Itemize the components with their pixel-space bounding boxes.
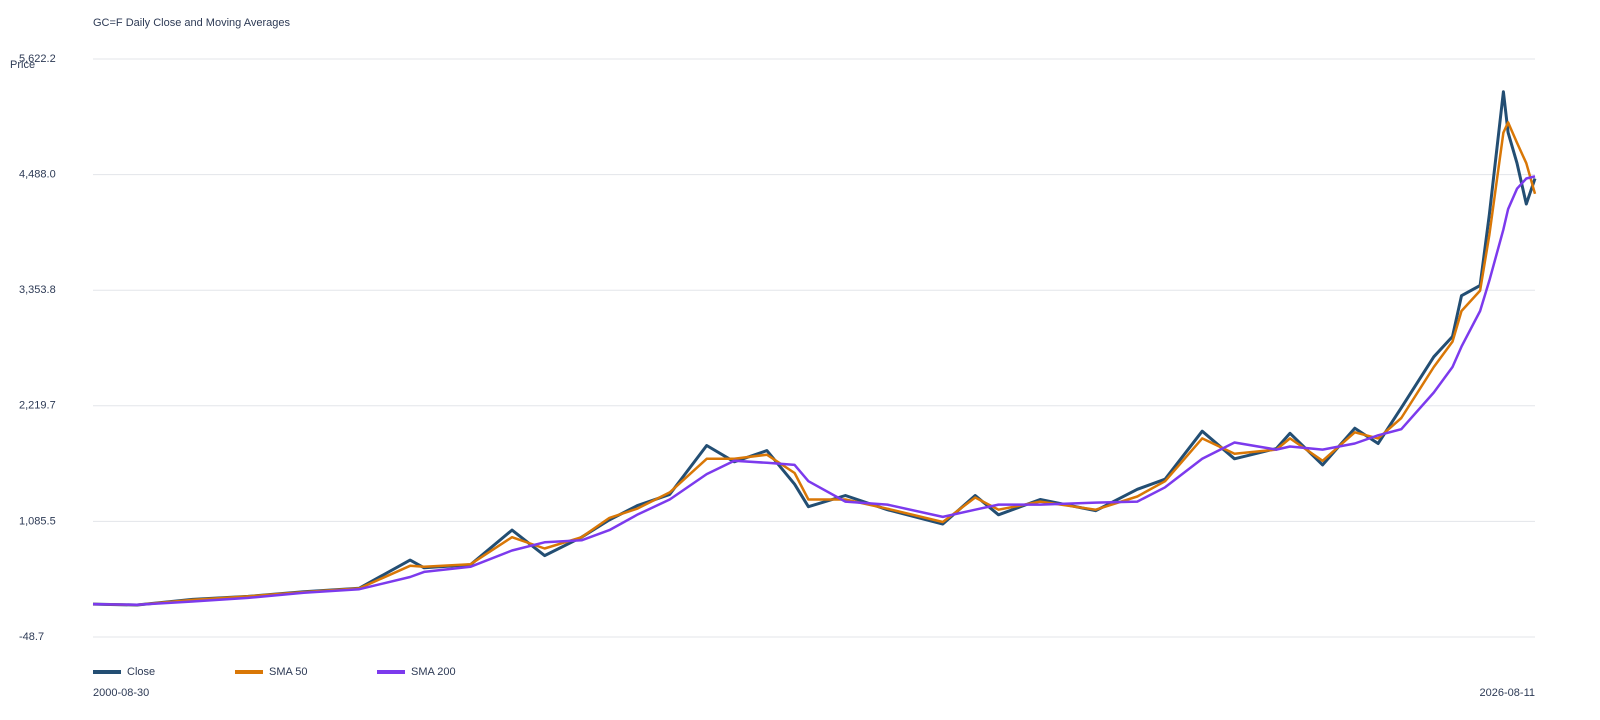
legend-label: Close xyxy=(127,666,155,678)
chart-title: GC=F Daily Close and Moving Averages xyxy=(93,17,290,29)
series-line xyxy=(92,121,1537,607)
y-tick-label: 2,219.7 xyxy=(19,400,56,412)
series-line xyxy=(92,90,1537,607)
y-tick-label: 5,622.2 xyxy=(19,53,56,65)
legend-label: SMA 200 xyxy=(411,666,456,678)
x-tick-label: 2026-08-11 xyxy=(1480,687,1535,699)
y-tick-label: -48.7 xyxy=(19,631,44,643)
x-tick-label: 2000-08-30 xyxy=(93,687,149,699)
y-tick-label: 1,085.5 xyxy=(19,515,56,527)
y-tick-label: 4,488.0 xyxy=(19,169,56,181)
series-line xyxy=(92,175,1536,606)
y-axis-label: Price xyxy=(10,59,35,71)
legend-label: SMA 50 xyxy=(269,666,308,678)
y-tick-label: 3,353.8 xyxy=(19,284,56,296)
